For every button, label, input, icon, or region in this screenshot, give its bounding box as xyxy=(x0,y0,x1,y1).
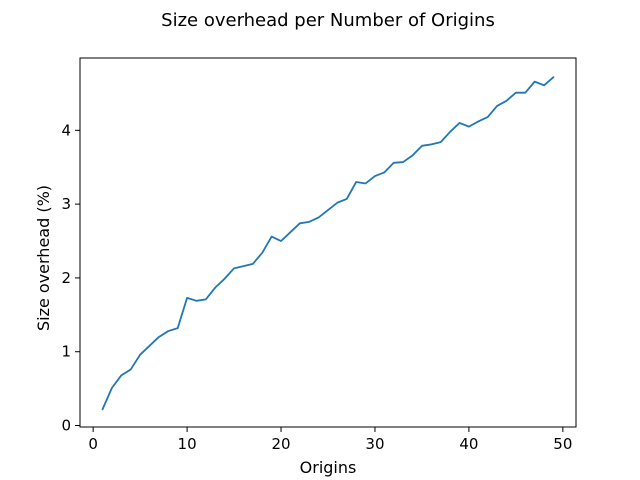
y-tick-label-1: 1 xyxy=(61,343,71,361)
x-tick-label-50: 50 xyxy=(553,435,572,453)
y-tick-label-0: 0 xyxy=(61,417,71,435)
plot-frame xyxy=(79,57,577,428)
series-line-0 xyxy=(101,76,555,411)
x-tick-label-20: 20 xyxy=(271,435,290,453)
plot-area: 0 10 20 30 40 50 0 1 2 3 4 xyxy=(61,57,577,453)
x-tick-label-30: 30 xyxy=(365,435,384,453)
chart-title: Size overhead per Number of Origins xyxy=(161,10,495,31)
y-axis-label: Size overhead (%) xyxy=(34,185,53,331)
x-tick-label-40: 40 xyxy=(459,435,478,453)
x-tick-label-0: 0 xyxy=(88,435,98,453)
x-tick-label-10: 10 xyxy=(178,435,197,453)
x-axis-label: Origins xyxy=(300,458,357,477)
y-tick-label-3: 3 xyxy=(61,195,71,213)
y-tick-label-2: 2 xyxy=(61,269,71,287)
y-tick-label-4: 4 xyxy=(61,121,71,139)
